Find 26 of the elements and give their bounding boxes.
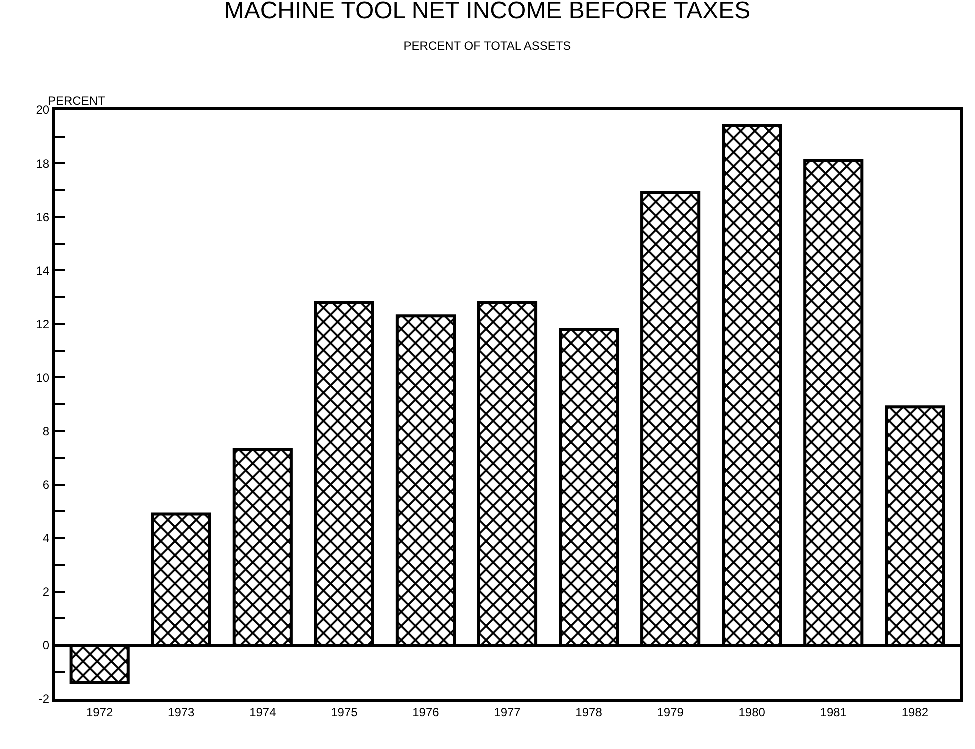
y-tick-label: 16: [36, 210, 50, 224]
y-tick-label: 6: [42, 478, 50, 492]
x-tick-label: 1977: [494, 705, 522, 720]
y-tick-label: 14: [36, 264, 50, 278]
y-tick-label: 12: [36, 317, 50, 332]
y-tick-label: 2: [42, 585, 50, 600]
y-tick-label: 8: [42, 424, 50, 438]
chart-subtitle: PERCENT OF TOTAL ASSETS: [404, 38, 572, 53]
y-tick-label: 18: [36, 156, 50, 171]
x-tick-label: 1978: [576, 705, 603, 720]
y-axis-title: PERCENT: [48, 94, 106, 108]
x-tick-label: 1981: [820, 705, 848, 720]
x-tick-label: 1975: [331, 705, 358, 720]
x-tick-label: 1979: [657, 705, 684, 720]
y-tick-label: -2: [38, 692, 50, 706]
y-tick-label: 10: [36, 370, 50, 385]
x-tick-label: 1973: [168, 705, 196, 720]
y-tick-label: 4: [42, 532, 50, 546]
x-tick-label: 1972: [86, 705, 114, 720]
x-tick-label: 1980: [738, 705, 766, 720]
x-tick-label: 1974: [250, 705, 277, 720]
y-tick-label: 0: [42, 638, 50, 653]
x-tick-label: 1976: [412, 705, 440, 720]
x-tick-label: 1982: [902, 705, 929, 720]
y-tick-label: 20: [36, 103, 50, 118]
chart-title: MACHINE TOOL NET INCOME BEFORE TAXES: [224, 0, 751, 25]
